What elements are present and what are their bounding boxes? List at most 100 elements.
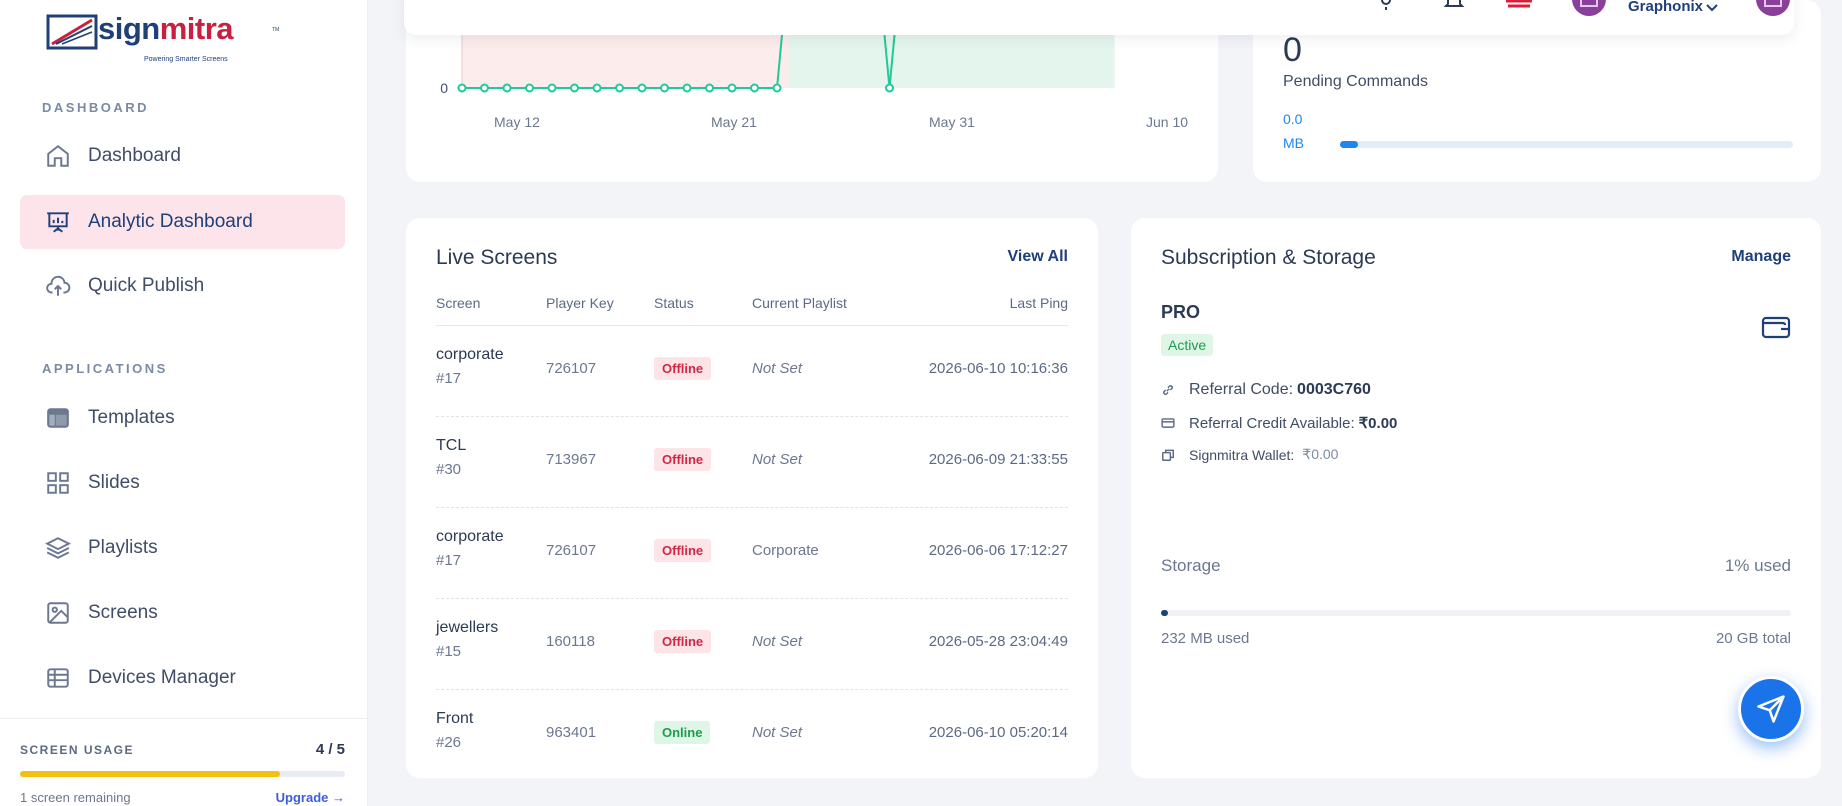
chart-point[interactable] (480, 83, 489, 93)
column-header-last-ping[interactable]: Last Ping (1009, 295, 1068, 311)
data-usage-fill (1340, 141, 1359, 148)
screen-name: TCL (436, 437, 467, 454)
referral-code-label: Referral Code: (1189, 381, 1294, 398)
screen-id: #17 (436, 552, 462, 569)
screen-id: #17 (436, 370, 462, 387)
column-header-status[interactable]: Status (654, 295, 694, 311)
logo-mark-icon (46, 14, 98, 50)
status-badge: Offline (654, 357, 712, 380)
manage-link[interactable]: Manage (1731, 248, 1791, 265)
presentation-chart-icon (44, 208, 72, 236)
sidebar-item-templates[interactable]: Templates (20, 391, 345, 445)
storage-used-percent: 1% used (1724, 556, 1791, 575)
last-ping: 2026-06-09 21:33:55 (928, 451, 1068, 468)
grid-icon (44, 469, 72, 497)
sidebar-item-label: Quick Publish (88, 275, 205, 296)
chart-point[interactable] (750, 83, 759, 93)
live-screens-title: Live Screens (436, 246, 558, 269)
sidebar-item-screens[interactable]: Screens (20, 586, 345, 640)
screen-usage-panel: SCREEN USAGE 4 / 5 1 screen remaining Up… (0, 718, 368, 806)
chart-point[interactable] (885, 83, 894, 93)
chart-point[interactable] (547, 83, 557, 93)
screen-name: Front (436, 710, 474, 727)
chart-point[interactable] (727, 83, 737, 93)
table-row[interactable]: Front #26 963401 Online Not Set 2026-06-… (436, 690, 1068, 781)
sidebar-item-dashboard[interactable]: Dashboard (20, 129, 345, 183)
chart-point[interactable] (457, 83, 467, 93)
storage-bar (1161, 610, 1791, 616)
table-header-divider (436, 325, 1068, 326)
card-icon (1161, 416, 1175, 430)
sidebar-item-quick-publish[interactable]: Quick Publish (20, 259, 345, 313)
chart-point[interactable] (682, 83, 692, 93)
chart-x-tick-label: May 31 (929, 114, 975, 130)
chevron-down-icon[interactable] (1706, 0, 1718, 18)
bell-icon[interactable] (1442, 0, 1466, 17)
user-name[interactable]: Graphonix (1628, 0, 1704, 15)
screen-usage-count: 4 / 5 (315, 741, 345, 758)
layers-icon (44, 534, 72, 562)
chart-point[interactable] (637, 83, 647, 93)
column-header-current-playlist[interactable]: Current Playlist (752, 295, 847, 311)
column-header-screen[interactable]: Screen (436, 295, 481, 311)
chart-point[interactable] (592, 83, 602, 93)
table-row[interactable]: jewellers #15 160118 Offline Not Set 202… (436, 599, 1068, 690)
column-header-player-key[interactable]: Player Key (546, 295, 614, 311)
sidebar-item-playlists[interactable]: Playlists (20, 521, 345, 575)
last-ping: 2026-06-10 05:20:14 (928, 724, 1068, 741)
layout-icon (44, 404, 72, 432)
settings-icon[interactable] (1374, 0, 1398, 17)
us-flag-icon[interactable] (1504, 0, 1534, 17)
upgrade-link[interactable]: Upgrade → (275, 790, 345, 805)
sidebar-item-label: Slides (88, 472, 140, 493)
chart-point[interactable] (772, 83, 782, 93)
chart-point[interactable] (660, 83, 669, 93)
subscription-title: Subscription & Storage (1161, 246, 1376, 269)
sidebar-item-label: Playlists (88, 537, 158, 558)
sidebar-item-devices-manager[interactable]: Devices Manager (20, 651, 345, 705)
last-ping: 2026-06-06 17:12:27 (928, 542, 1068, 559)
home-icon (44, 142, 72, 170)
table-row[interactable]: TCL #30 713967 Offline Not Set 2026-06-0… (436, 417, 1068, 508)
live-screens-card: Live Screens View All Screen Player Key … (406, 218, 1098, 778)
brand-tm: TM (272, 27, 280, 33)
wallet-icon[interactable] (1761, 314, 1791, 345)
sidebar-item-label: Screens (88, 602, 158, 623)
status-badge: Online (654, 721, 711, 744)
last-ping: 2026-06-10 10:16:36 (928, 360, 1068, 377)
send-fab-button[interactable] (1738, 676, 1804, 742)
chart-point[interactable] (570, 83, 579, 93)
chart-point[interactable] (615, 83, 624, 93)
image-icon (44, 599, 72, 627)
coins-icon (1161, 448, 1175, 462)
chart-y-tick-label: 0 (440, 80, 448, 96)
referral-code-value[interactable]: 0003C760 (1297, 381, 1371, 398)
wallet-value: ₹0.00 (1302, 446, 1339, 462)
chart-point[interactable] (502, 83, 512, 93)
pending-commands-count: 0 (1283, 31, 1302, 69)
chart-x-tick-label: May 12 (494, 114, 540, 130)
current-playlist: Not Set (752, 360, 803, 377)
table-row[interactable]: corporate #17 726107 Offline Corporate 2… (436, 508, 1068, 599)
link-icon (1161, 383, 1175, 397)
table-row[interactable]: corporate #17 726107 Offline Not Set 202… (436, 326, 1068, 417)
brand-name: signmitra (98, 11, 234, 46)
player-key: 713967 (546, 451, 597, 468)
avatar[interactable] (1570, 0, 1608, 21)
current-playlist: Corporate (752, 542, 819, 559)
screen-id: #26 (436, 734, 462, 751)
view-all-link[interactable]: View All (1007, 248, 1068, 265)
screen-usage-remaining: 1 screen remaining (20, 790, 131, 805)
profile-avatar[interactable] (1754, 0, 1792, 21)
sidebar: signmitra Powering Smarter Screens TM DA… (0, 0, 368, 806)
sidebar-item-analytic-dashboard[interactable]: Analytic Dashboard (20, 195, 345, 249)
cloud-upload-icon (44, 272, 72, 300)
last-ping: 2026-05-28 23:04:49 (928, 633, 1068, 650)
brand-logo[interactable]: signmitra Powering Smarter Screens TM (46, 11, 279, 63)
player-key: 963401 (546, 724, 597, 741)
chart-point[interactable] (705, 83, 714, 93)
sidebar-item-slides[interactable]: Slides (20, 456, 345, 510)
chart-point[interactable] (525, 83, 534, 93)
screen-usage-fill (20, 771, 280, 777)
status-badge: Active (1161, 334, 1214, 356)
